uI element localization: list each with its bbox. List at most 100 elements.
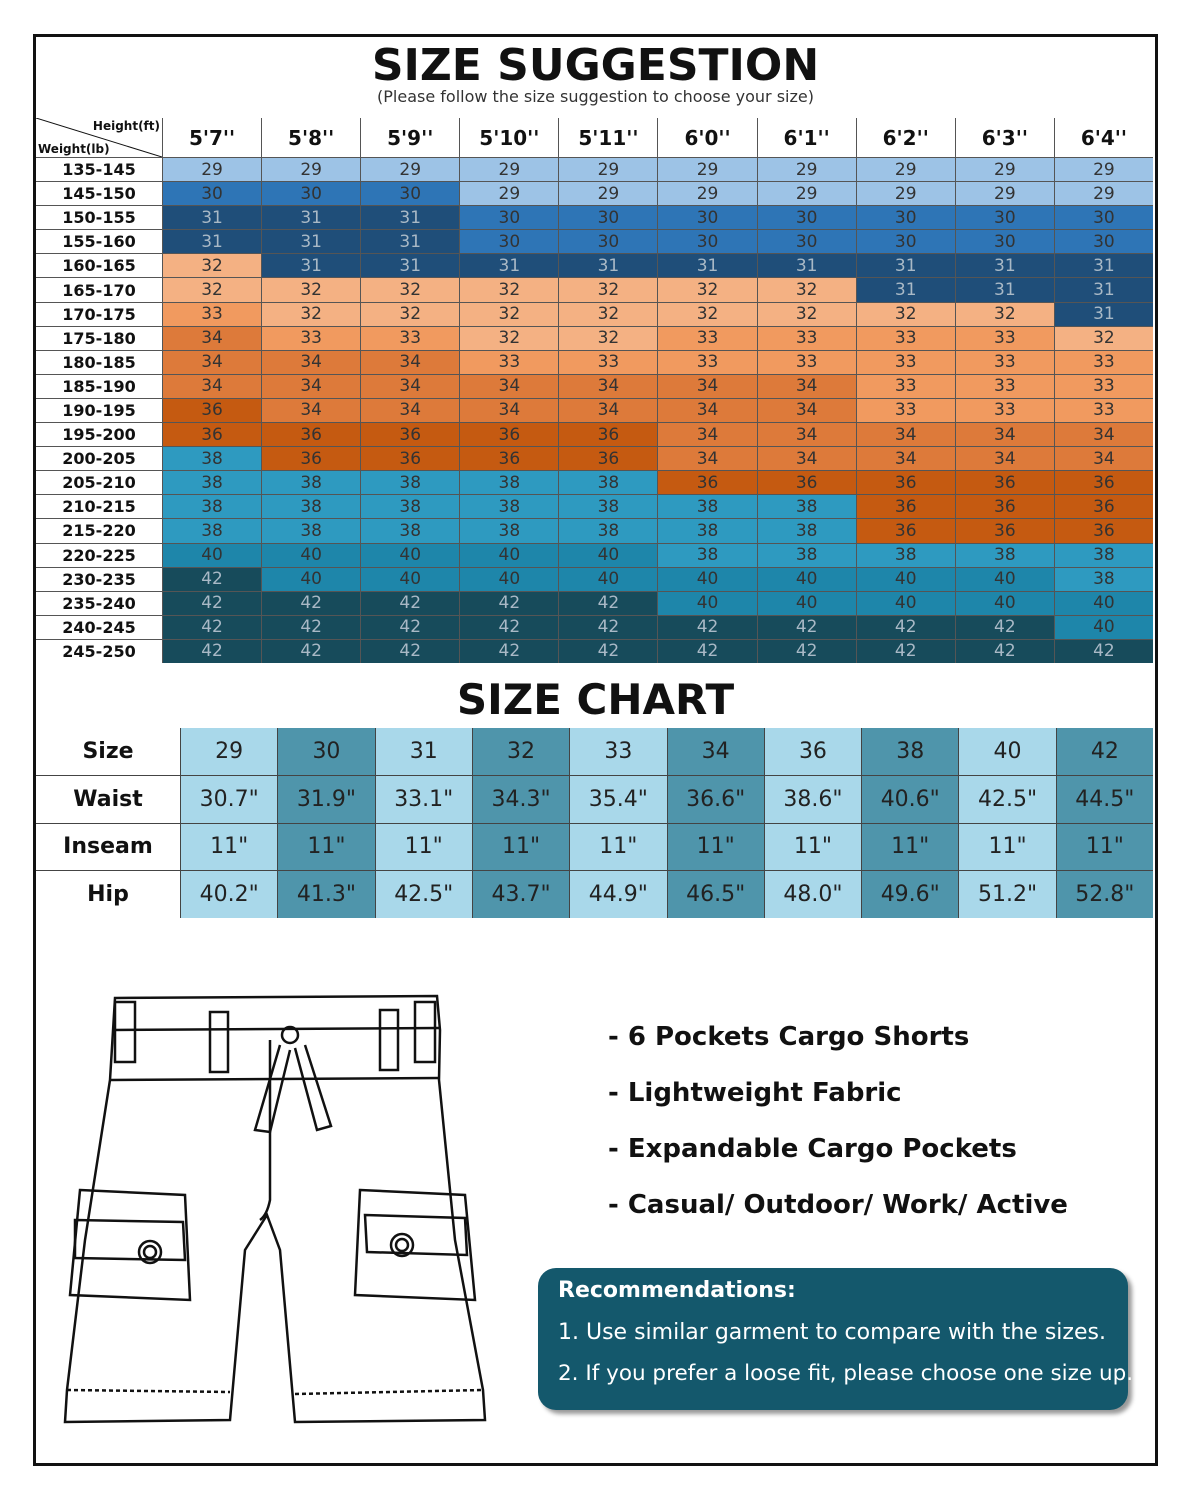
size-cell: 38 <box>757 519 856 543</box>
size-cell: 33 <box>955 374 1054 398</box>
height-label: Height(ft) <box>92 119 160 133</box>
size-cell: 32 <box>460 302 559 326</box>
size-cell: 38 <box>559 471 658 495</box>
size-cell: 42 <box>658 615 757 639</box>
size-cell: 31 <box>1054 278 1153 302</box>
chart-cell: 11" <box>862 823 959 871</box>
weight-label: Weight(lb) <box>38 142 110 156</box>
size-cell: 38 <box>262 471 361 495</box>
size-cell: 42 <box>856 615 955 639</box>
size-cell: 34 <box>757 398 856 423</box>
size-cell: 30 <box>955 206 1054 230</box>
size-cell: 30 <box>757 230 856 254</box>
rec-item: 1. Use similar garment to compare with t… <box>558 1320 1106 1345</box>
height-header: 5'8'' <box>262 118 361 157</box>
diagonal <box>36 118 162 157</box>
size-cell: 34 <box>1054 447 1153 471</box>
size-cell: 42 <box>559 615 658 639</box>
size-cell: 38 <box>757 543 856 567</box>
size-cell: 36 <box>955 471 1054 495</box>
size-cell: 31 <box>262 206 361 230</box>
size-cell: 32 <box>163 254 262 278</box>
size-cell: 40 <box>856 591 955 615</box>
size-cell: 36 <box>460 423 559 447</box>
size-cell: 33 <box>262 326 361 350</box>
height-header: 5'10'' <box>460 118 559 157</box>
size-cell: 33 <box>658 326 757 350</box>
chart-cell: 46.5" <box>667 871 764 918</box>
size-cell: 36 <box>955 495 1054 519</box>
size-cell: 42 <box>163 591 262 615</box>
size-cell: 29 <box>1054 158 1153 182</box>
chart-cell: 48.0" <box>764 871 862 918</box>
size-cell: 36 <box>1054 471 1153 495</box>
size-cell: 36 <box>955 519 1054 543</box>
size-cell: 38 <box>757 495 856 519</box>
size-cell: 32 <box>262 278 361 302</box>
weight-label: 230-235 <box>36 567 162 591</box>
size-cell: 34 <box>262 350 361 374</box>
size-cell: 42 <box>361 591 460 615</box>
weight-label: 150-155 <box>36 206 162 230</box>
feature: - Expandable Cargo Pockets <box>608 1134 1017 1164</box>
chart-cell: 11" <box>181 823 278 871</box>
height-header: 6'4'' <box>1054 118 1153 157</box>
size-cell: 29 <box>559 182 658 206</box>
size-cell: 33 <box>1054 374 1153 398</box>
size-cell: 32 <box>460 278 559 302</box>
shorts-drawing <box>63 994 487 1424</box>
size-cell: 36 <box>856 495 955 519</box>
size-cell: 32 <box>955 302 1054 326</box>
chart-cell: 36.6" <box>667 775 764 823</box>
size-cell: 34 <box>955 447 1054 471</box>
weight-label: 155-160 <box>36 230 162 254</box>
size-cell: 30 <box>163 182 262 206</box>
height-header: 5'11'' <box>559 118 658 157</box>
weight-label: 160-165 <box>36 254 162 278</box>
size-cell: 34 <box>262 398 361 423</box>
weight-label: 175-180 <box>36 326 162 350</box>
size-cell: 40 <box>955 567 1054 591</box>
size-cell: 29 <box>955 182 1054 206</box>
corner-header: Height(ft) Weight(lb) <box>36 118 162 157</box>
size-cell: 38 <box>559 495 658 519</box>
feature: - Casual/ Outdoor/ Work/ Active <box>608 1190 1068 1220</box>
size-cell: 31 <box>361 254 460 278</box>
chart-cell: 38 <box>862 728 959 775</box>
weight-label: 210-215 <box>36 495 162 519</box>
size-cell: 42 <box>361 639 460 663</box>
size-cell: 42 <box>955 639 1054 663</box>
chart-cell: 11" <box>1056 823 1153 871</box>
size-cell: 38 <box>163 447 262 471</box>
size-cell: 38 <box>559 519 658 543</box>
size-cell: 36 <box>460 447 559 471</box>
chart-cell: 42 <box>1056 728 1153 775</box>
size-cell: 36 <box>856 519 955 543</box>
size-chart-table: Size 29 30 31 32 33 34 36 38 40 42 Waist 30.7" 31.9" 3… <box>36 728 1153 918</box>
size-cell: 34 <box>559 398 658 423</box>
size-cell: 29 <box>361 158 460 182</box>
size-cell: 38 <box>658 543 757 567</box>
size-cell: 34 <box>163 350 262 374</box>
size-cell: 34 <box>163 374 262 398</box>
size-cell: 42 <box>262 591 361 615</box>
chart-cell: 44.9" <box>570 871 667 918</box>
size-cell: 33 <box>163 302 262 326</box>
size-cell: 36 <box>361 423 460 447</box>
weight-label: 135-145 <box>36 158 162 182</box>
size-cell: 42 <box>262 615 361 639</box>
size-cell: 31 <box>361 206 460 230</box>
size-cell: 30 <box>658 206 757 230</box>
size-cell: 33 <box>757 326 856 350</box>
size-cell: 31 <box>757 254 856 278</box>
size-cell: 31 <box>1054 254 1153 278</box>
size-cell: 30 <box>361 182 460 206</box>
size-cell: 32 <box>262 302 361 326</box>
size-cell: 42 <box>955 615 1054 639</box>
size-cell: 38 <box>163 519 262 543</box>
size-cell: 34 <box>856 423 955 447</box>
size-cell: 40 <box>757 591 856 615</box>
size-cell: 34 <box>460 398 559 423</box>
size-cell: 36 <box>559 447 658 471</box>
weight-label: 215-220 <box>36 519 162 543</box>
